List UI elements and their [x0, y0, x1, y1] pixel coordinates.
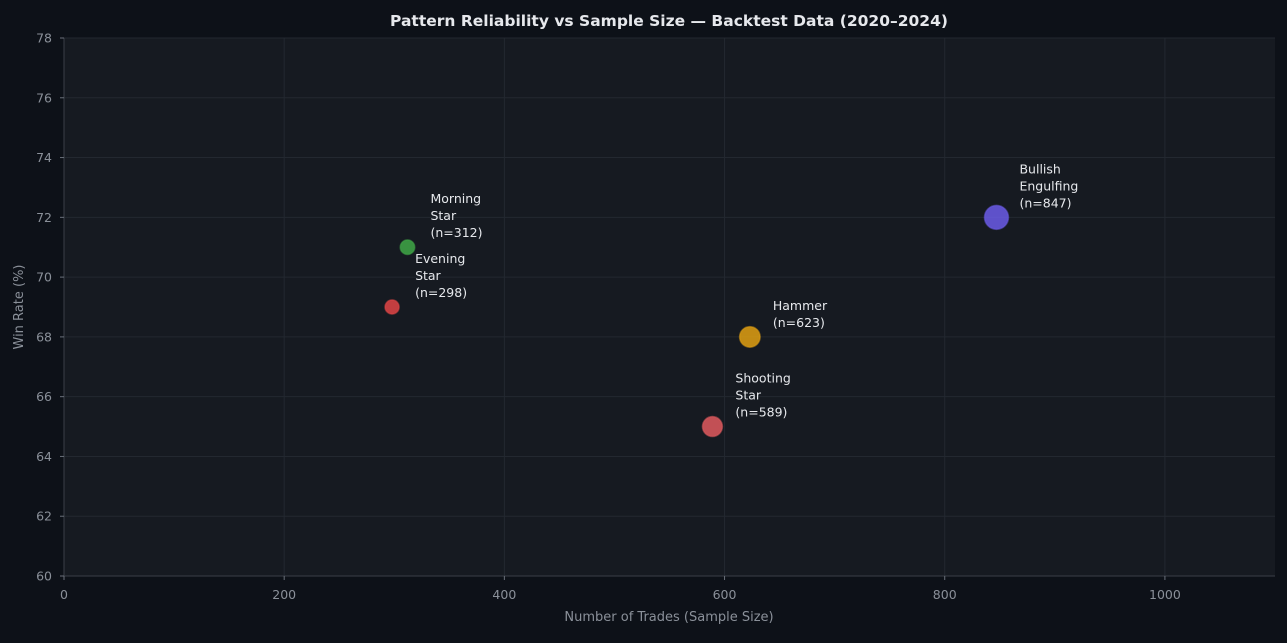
- grid: [63, 37, 1275, 577]
- point-annotation-line: (n=298): [415, 285, 467, 300]
- x-tick-label: 200: [272, 587, 296, 602]
- y-tick-label: 64: [36, 449, 52, 464]
- point-annotation-line: Star: [415, 268, 441, 283]
- point-annotation: Hammer (n=623): [773, 298, 828, 330]
- data-points: [384, 204, 1010, 438]
- point-annotation-line: Engulfing: [1019, 178, 1078, 193]
- y-tick-label: 60: [36, 569, 52, 584]
- y-axis-label: Win Rate (%): [12, 265, 27, 350]
- point-annotation-line: Star: [430, 208, 456, 223]
- point-annotation: Shooting Star (n=589): [735, 371, 790, 420]
- point-annotation-line: (n=589): [735, 405, 787, 420]
- point-annotation-line: Bullish: [1019, 161, 1060, 176]
- y-tick-label: 72: [36, 210, 52, 225]
- point-annotation-line: (n=312): [430, 225, 482, 240]
- scatter-point: [384, 299, 400, 315]
- scatter-point: [983, 204, 1010, 231]
- x-tick-label: 400: [492, 587, 516, 602]
- y-tick-label: 68: [36, 329, 52, 344]
- x-tick-label: 1000: [1149, 587, 1181, 602]
- point-annotation-line: Morning: [430, 191, 481, 206]
- point-annotation-line: Hammer: [773, 298, 828, 313]
- x-axis-label: Number of Trades (Sample Size): [564, 610, 773, 625]
- y-tick-label: 62: [36, 509, 52, 524]
- x-tick-label: 800: [933, 587, 957, 602]
- point-annotation: Evening Star (n=298): [415, 251, 467, 300]
- scatter-point: [701, 415, 724, 438]
- point-annotation-line: Shooting: [735, 371, 790, 386]
- point-annotation-line: Evening: [415, 251, 465, 266]
- y-tick-label: 74: [36, 150, 52, 165]
- y-tick-label: 78: [36, 31, 52, 46]
- scatter-point: [738, 325, 761, 348]
- x-tick-label: 600: [713, 587, 737, 602]
- point-annotation-line: (n=847): [1019, 195, 1071, 210]
- y-tick-label: 66: [36, 389, 52, 404]
- point-annotation-line: (n=623): [773, 315, 825, 330]
- point-annotation: Bullish Engulfing (n=847): [1019, 161, 1078, 210]
- plot-area: [64, 38, 1275, 576]
- scatter-point: [399, 239, 416, 256]
- point-annotation-line: Star: [735, 388, 761, 403]
- x-tick-label: 0: [60, 587, 68, 602]
- y-tick-label: 76: [36, 90, 52, 105]
- tick-labels: 0 200 400 600 800 1000 60 62 64 66 68 70 72 74 76 78: [36, 31, 1181, 603]
- chart-title: Pattern Reliability vs Sample Size — Bac…: [390, 12, 948, 30]
- y-tick-label: 70: [36, 270, 52, 285]
- axes: [60, 37, 1275, 580]
- point-annotation: Morning Star (n=312): [430, 191, 482, 240]
- point-labels: Bullish Engulfing (n=847) Hammer (n=623) Morn…: [415, 161, 1078, 419]
